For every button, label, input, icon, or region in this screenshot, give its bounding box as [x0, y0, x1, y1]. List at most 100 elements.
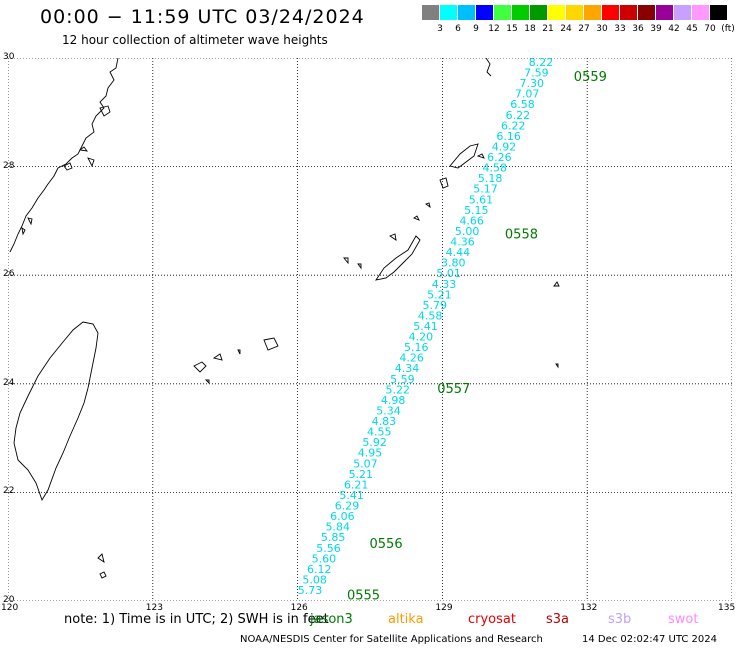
- scale-swatch: [638, 5, 655, 20]
- scale-swatch: [530, 5, 547, 20]
- scale-swatch: [620, 5, 637, 20]
- wave-height-label: 4.36: [450, 236, 475, 249]
- wave-height-label: 5.41: [413, 320, 438, 333]
- scale-label: 33: [614, 24, 626, 34]
- credit-text: NOAA/NESDIS Center for Satellite Applica…: [240, 634, 543, 645]
- scale-label: 18: [524, 24, 536, 34]
- wave-height-label: 5.00: [455, 225, 480, 238]
- longitude-label: 135: [718, 603, 736, 613]
- scale-swatch: [602, 5, 619, 20]
- latitude-label: 22: [3, 486, 15, 497]
- wave-height-label: 4.44: [446, 246, 471, 259]
- wave-height-label: 5.79: [422, 299, 447, 312]
- wave-height-label: 6.21: [344, 478, 369, 491]
- wave-height-label: 5.59: [390, 373, 415, 386]
- satellite-legend-altika: altika: [388, 612, 424, 627]
- longitude-label: 132: [580, 603, 598, 613]
- wave-height-label: 8.22: [529, 58, 554, 69]
- units-note: note: 1) Time is in UTC; 2) SWH is in fe…: [64, 612, 329, 627]
- scale-swatch: [656, 5, 673, 20]
- scale-swatch: [476, 5, 493, 20]
- wave-height-label: 6.22: [506, 109, 531, 122]
- wave-height-label: 5.56: [316, 542, 341, 555]
- scale-label: 12: [488, 24, 500, 34]
- wave-height-label: 5.84: [325, 521, 350, 534]
- scale-label: 45: [686, 24, 698, 34]
- ryukyu-islands: [439, 58, 492, 189]
- wave-height-label: 5.21: [349, 468, 374, 481]
- generated-timestamp: 14 Dec 02:02:47 UTC 2024: [582, 634, 717, 645]
- track-time-label: 0557: [437, 382, 470, 397]
- wave-height-label: 5.73: [298, 584, 323, 597]
- track-time-label: 0556: [370, 537, 403, 552]
- longitude-label: 129: [435, 603, 453, 613]
- wave-height-label: 4.33: [432, 278, 457, 291]
- longitude-label: 123: [145, 603, 163, 613]
- wave-height-label: 5.07: [353, 457, 378, 470]
- wave-height-label: 5.34: [376, 404, 401, 417]
- lat-lon-grid: [8, 58, 732, 601]
- coastlines: [9, 58, 560, 579]
- scale-label: 70: [704, 24, 716, 34]
- wave-height-label: 4.58: [483, 162, 508, 175]
- track-time-label: 0558: [505, 227, 538, 242]
- scale-swatch: [440, 5, 457, 20]
- scale-label: 36: [632, 24, 644, 34]
- wave-height-label: 5.41: [339, 489, 364, 502]
- wave-height-label: 4.83: [372, 415, 397, 428]
- wave-height-label: 7.30: [520, 77, 545, 90]
- wave-height-label: 6.29: [335, 500, 360, 513]
- wave-height-label: 5.21: [427, 288, 452, 301]
- wave-height-label: 5.85: [321, 531, 346, 544]
- wave-height-label: 5.15: [464, 204, 489, 217]
- latitude-label: 20: [3, 595, 15, 605]
- satellite-legend-jason3: jason3: [310, 612, 353, 627]
- wave-height-label: 5.92: [362, 436, 387, 449]
- china-coastline: [9, 58, 119, 253]
- scale-swatch: [710, 5, 727, 20]
- scale-swatch: [494, 5, 511, 20]
- wave-height-label: 5.01: [436, 267, 461, 280]
- wave-height-label: 7.07: [515, 88, 540, 101]
- wave-height-label: 6.16: [496, 130, 521, 143]
- wave-height-label: 5.08: [302, 573, 327, 586]
- wave-height-label: 6.22: [501, 119, 526, 132]
- track-time-labels: 0559 0558 0557 0556 0555: [347, 70, 607, 601]
- wave-height-label: 4.58: [418, 309, 443, 322]
- map-subtitle: 12 hour collection of altimeter wave hei…: [62, 33, 328, 47]
- scale-label: (ft): [721, 24, 735, 34]
- wave-height-label: 4.98: [381, 394, 406, 407]
- wave-height-label: 4.55: [367, 426, 392, 439]
- wave-height-label: 5.18: [478, 172, 503, 185]
- scale-swatch: [674, 5, 691, 20]
- scale-swatch: [548, 5, 565, 20]
- wave-height-label: 4.20: [409, 331, 434, 344]
- wave-height-label: 3.80: [441, 257, 466, 270]
- wave-height-label: 5.16: [404, 341, 429, 354]
- wave-height-label: 4.26: [399, 352, 424, 365]
- wave-height-label: 4.95: [358, 447, 383, 460]
- wave-height-label: 7.59: [524, 67, 549, 80]
- scale-swatch: [692, 5, 709, 20]
- wave-height-label: 6.58: [510, 98, 535, 111]
- wave-height-label: 6.06: [330, 510, 355, 523]
- track-time-label: 0559: [574, 70, 607, 85]
- scale-swatch: [584, 5, 601, 20]
- scale-label: 3: [437, 24, 443, 34]
- wave-height-label: 5.60: [312, 552, 337, 565]
- scale-label: 24: [560, 24, 572, 34]
- wave-height-label: 6.26: [487, 151, 512, 164]
- wave-height-label: 5.22: [386, 383, 411, 396]
- scale-swatch: [512, 5, 529, 20]
- wave-height-label: 5.17: [473, 183, 498, 196]
- scale-swatch: [458, 5, 475, 20]
- satellite-legend-s3a: s3a: [546, 612, 570, 627]
- scale-swatch: [566, 5, 583, 20]
- scale-label: 15: [506, 24, 518, 34]
- wave-height-label: 6.12: [307, 563, 332, 576]
- wave-height-points: 8.227.597.307.076.586.226.226.164.926.26…: [298, 58, 554, 597]
- scale-label: 9: [473, 24, 479, 34]
- taiwan-coastline: [13, 321, 99, 502]
- longitude-label: 126: [290, 603, 308, 613]
- altimeter-map: 8.227.597.307.076.586.226.226.164.926.26…: [8, 58, 732, 601]
